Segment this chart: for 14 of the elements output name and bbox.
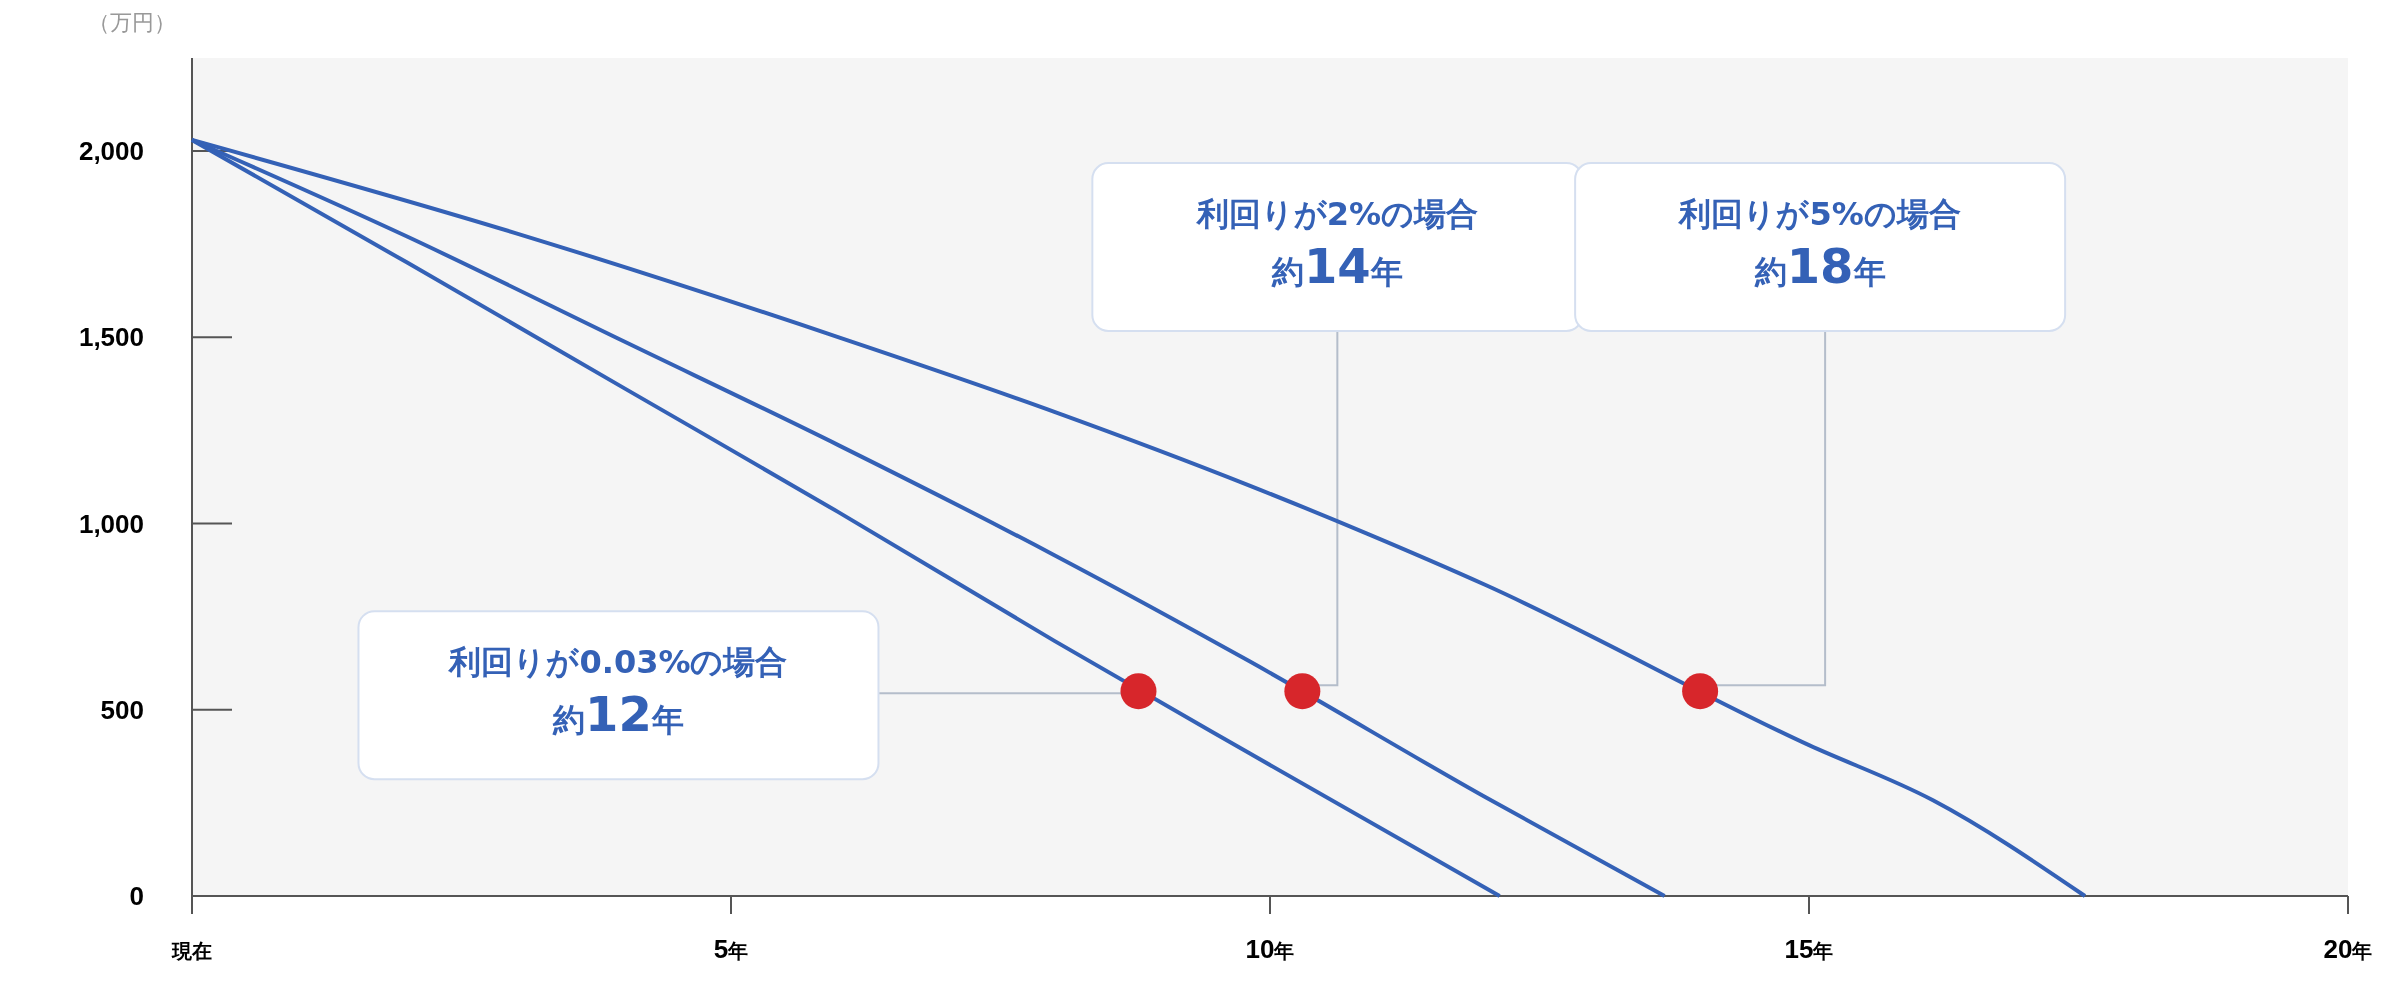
- x-tick-label: 現在: [171, 940, 212, 962]
- y-axis-title: （万円）: [88, 10, 176, 35]
- text: 利回りが5%の場合約18年: [1679, 195, 1961, 294]
- x-tick-label: 5年: [713, 934, 749, 964]
- x-tick-label: 10年: [1245, 934, 1295, 964]
- y-tick-label: 0: [129, 881, 144, 912]
- x-tick-label: 15年: [1784, 934, 1834, 964]
- y-tick-label: 1,000: [78, 508, 144, 539]
- text: 利回りが0.03%の場合約12年: [449, 643, 788, 743]
- x-tick-label: 20年: [2323, 934, 2373, 964]
- y-tick-label: 500: [100, 694, 144, 725]
- y-tick-label: 1,500: [78, 322, 144, 353]
- text: 利回りが2%の場合約14年: [1196, 195, 1478, 294]
- y-tick-label: 2,000: [78, 136, 144, 167]
